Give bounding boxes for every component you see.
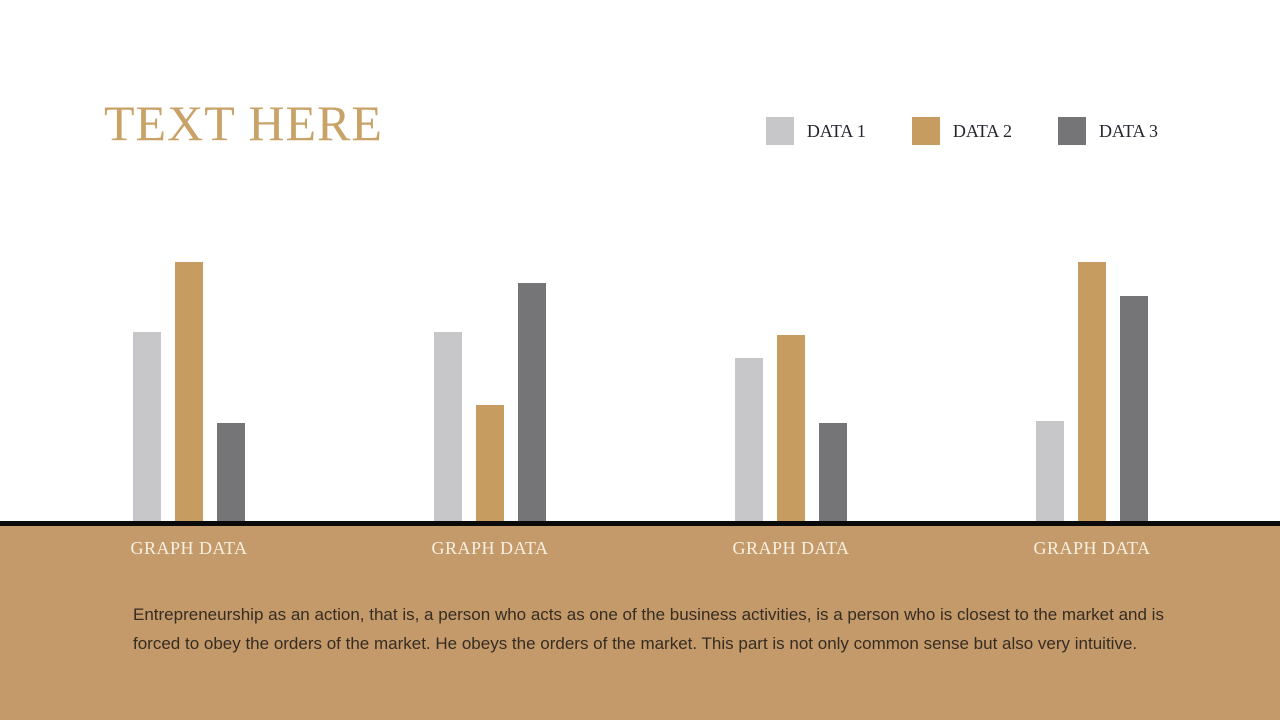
bar-data-1 bbox=[133, 332, 161, 522]
legend-swatch-data-1-icon bbox=[765, 117, 794, 145]
legend-swatch-data-2-icon bbox=[911, 117, 940, 145]
legend-item-data-3: DATA 3 bbox=[1057, 117, 1158, 145]
bar-group-2 bbox=[434, 0, 546, 522]
footer-panel: GRAPH DATA GRAPH DATA GRAPH DATA GRAPH D… bbox=[0, 526, 1280, 720]
bar-data-2 bbox=[175, 262, 203, 522]
category-label-3: GRAPH DATA bbox=[732, 538, 850, 558]
category-label-row: GRAPH DATA GRAPH DATA GRAPH DATA GRAPH D… bbox=[130, 538, 1151, 559]
bar-group-3 bbox=[735, 0, 847, 522]
legend-item-data-1: DATA 1 bbox=[765, 117, 866, 145]
bar-data-2 bbox=[777, 335, 805, 522]
bar-data-1 bbox=[735, 358, 763, 522]
chart-baseline bbox=[0, 521, 1280, 526]
category-label-4: GRAPH DATA bbox=[1033, 538, 1151, 558]
bar-chart bbox=[133, 0, 1148, 522]
bar-data-1 bbox=[1036, 421, 1064, 522]
category-label-1: GRAPH DATA bbox=[130, 538, 248, 558]
category-label-2: GRAPH DATA bbox=[431, 538, 549, 558]
bar-data-3 bbox=[217, 423, 245, 522]
body-paragraph: Entrepreneurship as an action, that is, … bbox=[133, 605, 1164, 653]
bar-data-3 bbox=[819, 423, 847, 522]
chart-legend: DATA 1 DATA 2 DATA 3 bbox=[765, 117, 1158, 145]
bar-data-1 bbox=[434, 332, 462, 522]
bar-data-3 bbox=[518, 283, 546, 522]
legend-item-data-2: DATA 2 bbox=[911, 117, 1012, 145]
legend-label-data-2: DATA 2 bbox=[952, 120, 1012, 141]
bar-data-2 bbox=[476, 405, 504, 522]
bar-group-1 bbox=[133, 0, 245, 522]
bar-data-3 bbox=[1120, 296, 1148, 522]
legend-label-data-3: DATA 3 bbox=[1098, 120, 1158, 141]
bar-group-4 bbox=[1036, 0, 1148, 522]
slide-title: TEXT HERE bbox=[104, 95, 383, 151]
bar-data-2 bbox=[1078, 262, 1106, 522]
legend-swatch-data-3-icon bbox=[1057, 117, 1086, 145]
legend-label-data-1: DATA 1 bbox=[806, 120, 866, 141]
